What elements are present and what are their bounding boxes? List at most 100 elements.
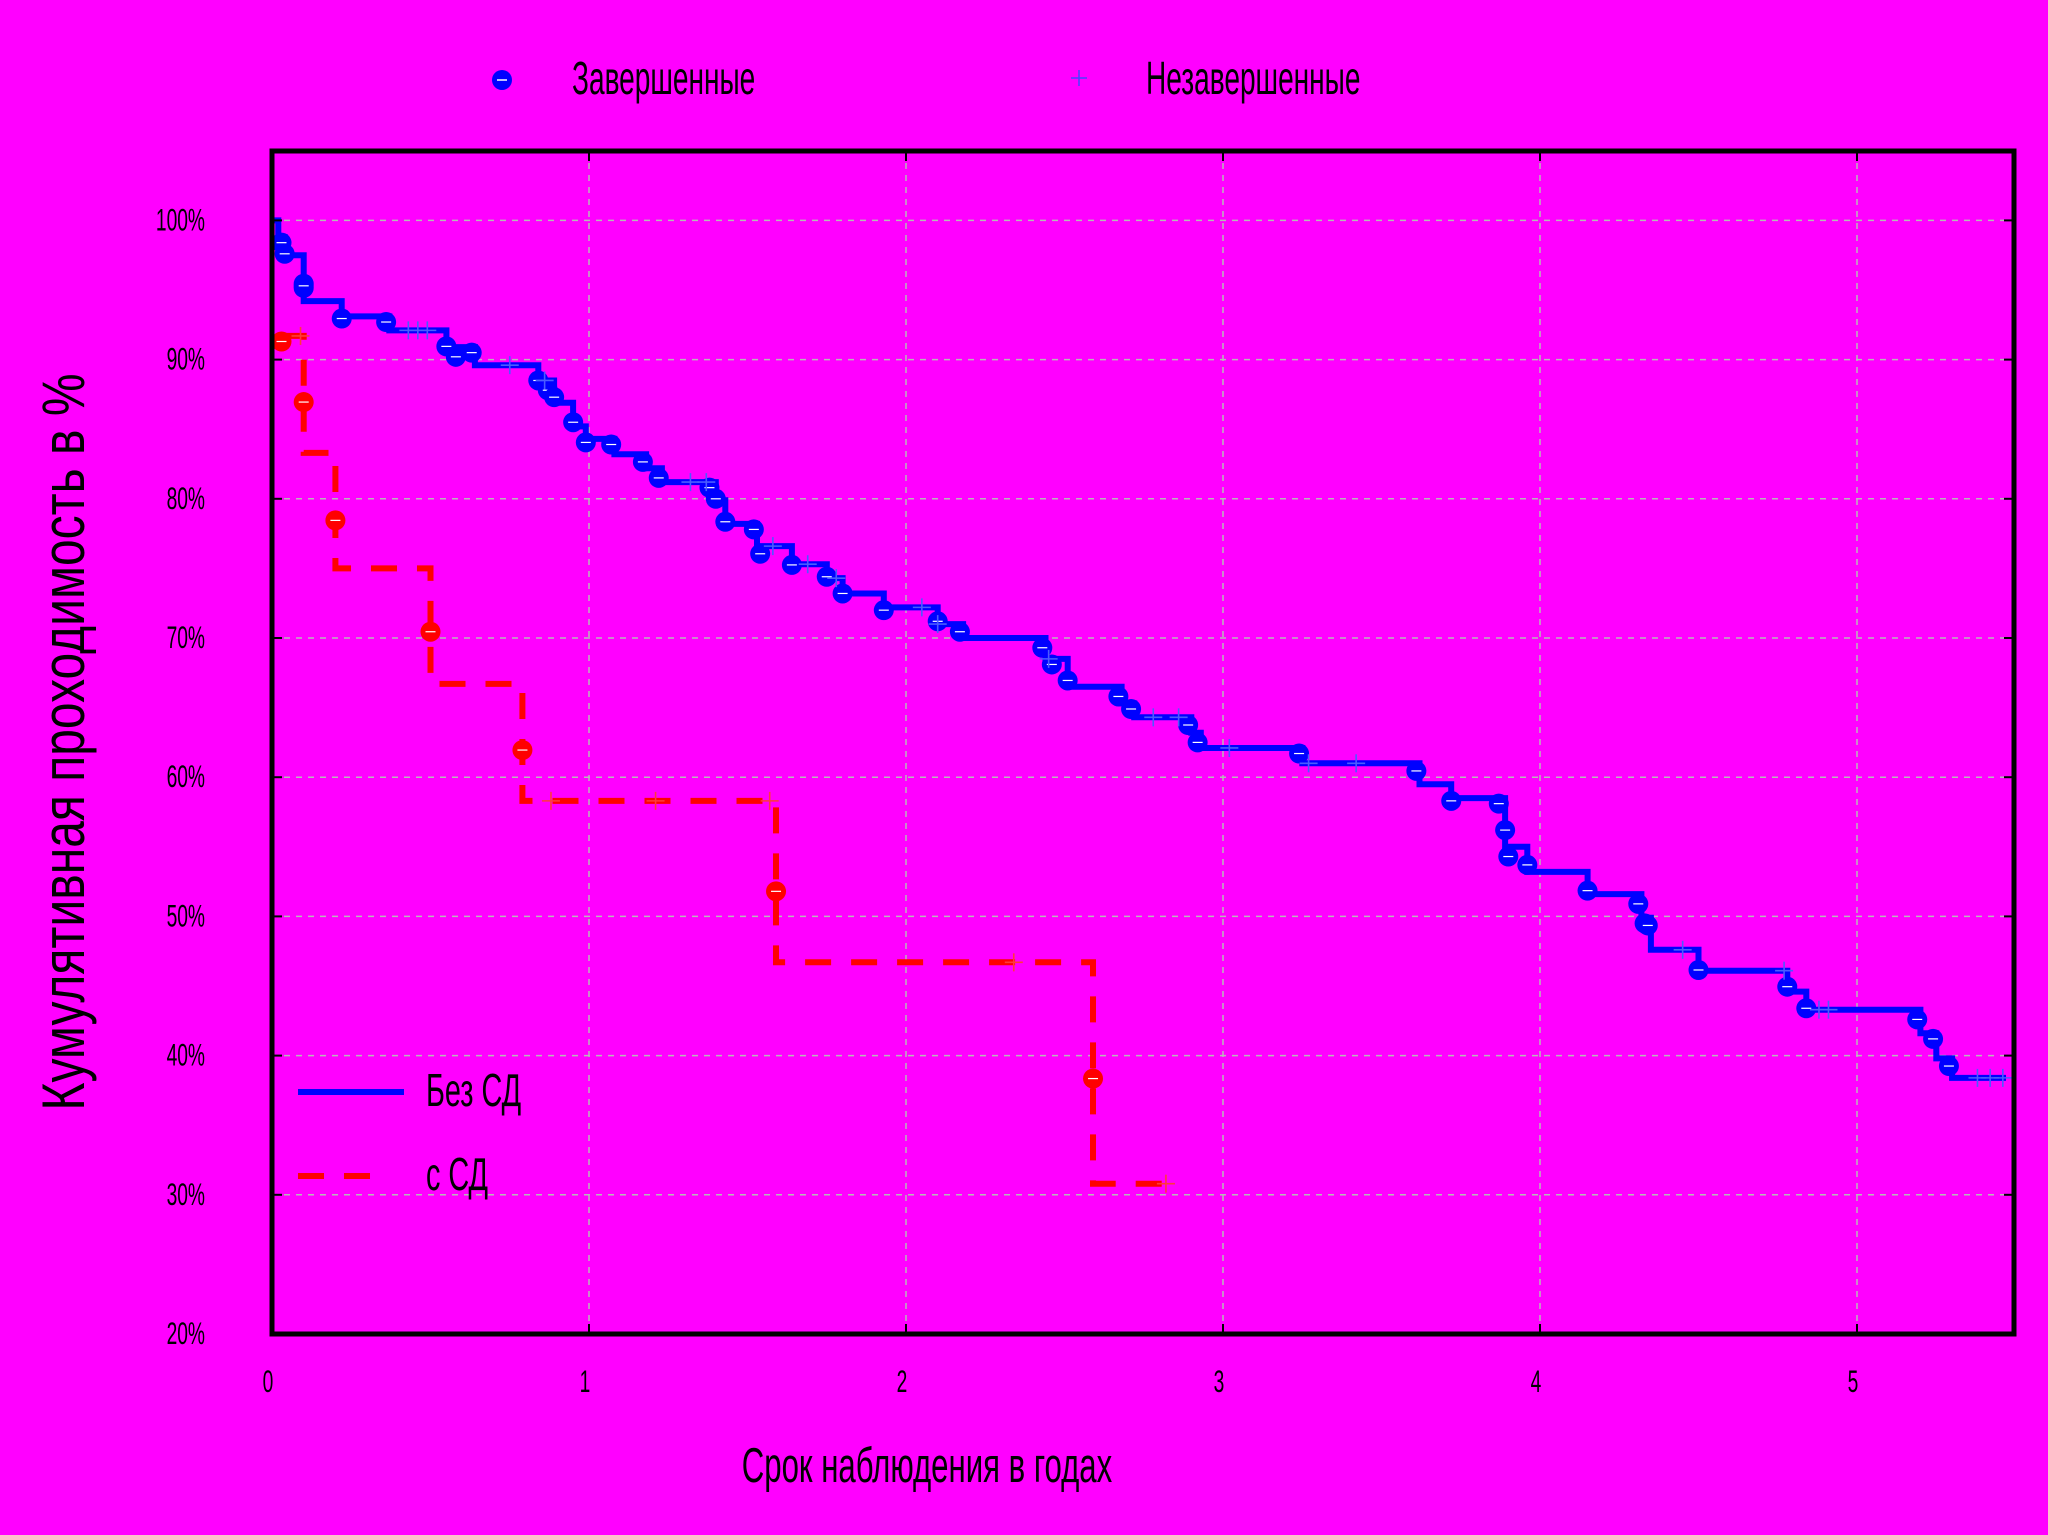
line-legend: Без СД с СД — [298, 1065, 521, 1201]
censored-marker — [1673, 940, 1692, 959]
event-marker — [1796, 998, 1817, 1019]
censored-marker — [827, 569, 846, 588]
censored-marker — [1220, 738, 1239, 757]
censored-marker — [1993, 1068, 2012, 1087]
x-tick-label: 4 — [1531, 1366, 1542, 1400]
event-marker — [1923, 1028, 1944, 1049]
event-marker — [1907, 1009, 1928, 1030]
x-tick-label: 0 — [263, 1366, 274, 1400]
event-marker — [1289, 743, 1310, 764]
event-marker — [376, 312, 397, 333]
censored-marker — [928, 615, 947, 634]
censored-marker — [697, 473, 716, 492]
censored-marker — [798, 555, 817, 574]
event-marker — [1495, 820, 1516, 841]
event-marker — [743, 519, 764, 540]
event-marker — [1628, 893, 1649, 914]
censored-marker — [291, 326, 310, 345]
y-tick-label: 20% — [167, 1318, 205, 1352]
event-marker — [949, 621, 970, 642]
censored-marker — [1004, 953, 1023, 972]
x-tick-label: 1 — [580, 1366, 591, 1400]
censored-marker — [1819, 1000, 1838, 1019]
event-marker — [1178, 715, 1199, 735]
x-tick-label: 5 — [1848, 1366, 1859, 1400]
event-marker — [293, 275, 314, 296]
event-marker — [1406, 760, 1427, 781]
event-marker — [1108, 686, 1129, 707]
event-marker — [461, 342, 482, 363]
censored-marker — [1347, 754, 1366, 773]
y-tick-label: 60% — [167, 761, 205, 795]
y-tick-label: 30% — [167, 1178, 205, 1212]
event-marker — [271, 331, 292, 352]
event-marker — [1121, 698, 1142, 719]
x-tick-label: 2 — [897, 1366, 908, 1400]
event-marker — [766, 881, 787, 902]
censored-marker — [760, 791, 779, 810]
censored-legend-label: Незавершенные — [1146, 53, 1360, 105]
event-marker — [274, 243, 295, 264]
event-marker — [445, 346, 466, 367]
event-marker — [632, 451, 653, 472]
y-axis-title: Кумулятивная проходимость в % — [30, 374, 97, 1111]
event-marker — [1441, 790, 1462, 811]
y-tick-label: 100% — [156, 204, 205, 238]
event-marker — [1041, 654, 1062, 675]
event-marker — [832, 583, 853, 604]
event-marker — [575, 432, 596, 453]
event-marker — [544, 387, 565, 408]
completed-marker-sample — [492, 70, 512, 90]
event-marker — [512, 740, 533, 761]
event-marker — [293, 392, 314, 413]
event-marker — [1637, 915, 1658, 936]
censored-marker — [1299, 754, 1318, 773]
event-marker — [750, 543, 771, 564]
completed-legend-label: Завершенные — [572, 53, 755, 105]
event-marker — [563, 412, 584, 433]
event-marker — [420, 621, 441, 642]
y-tick-label: 50% — [167, 900, 205, 934]
grid — [272, 151, 2014, 1334]
x-axis-title: Срок наблюдения в годах — [742, 1438, 1113, 1493]
event-marker — [781, 554, 802, 575]
event-marker — [325, 510, 346, 531]
event-marker — [1498, 846, 1519, 867]
y-tick-label: 70% — [167, 622, 205, 656]
series-lines — [272, 217, 2006, 1187]
axis-ticks: 20% 30% 40% 50% 60% 70% 80% 90% 100% 0 1 2 3 4 5 — [156, 151, 2014, 1399]
censored-marker — [1039, 649, 1058, 668]
censored-marker — [418, 321, 437, 340]
marker-legend: Завершенные Незавершенные — [492, 53, 1360, 105]
censored-marker — [500, 356, 519, 375]
event-marker — [1517, 854, 1538, 875]
event-marker — [705, 488, 726, 509]
event-marker — [816, 566, 837, 587]
event-marker — [1577, 880, 1598, 901]
censored-marker — [646, 791, 665, 810]
legend-entry-1: Без СД — [426, 1065, 521, 1117]
y-tick-label: 40% — [167, 1039, 205, 1073]
series-line-2 — [281, 332, 1170, 1187]
event-marker — [1057, 670, 1078, 691]
event-marker — [1083, 1068, 1104, 1089]
censored-marker — [1169, 708, 1188, 727]
y-tick-label: 80% — [167, 482, 205, 516]
legend-entry-2: с СД — [426, 1149, 488, 1201]
censored-marker — [763, 537, 782, 556]
event-marker — [1938, 1056, 1959, 1077]
y-tick-label: 90% — [167, 343, 205, 377]
event-marker — [331, 308, 352, 329]
event-marker — [1688, 959, 1709, 980]
censored-marker — [541, 791, 560, 810]
event-marker — [715, 511, 736, 532]
event-marker — [1187, 732, 1208, 753]
event-marker — [648, 467, 669, 488]
event-marker — [873, 600, 894, 621]
series-line-1 — [272, 217, 2006, 1081]
data-markers — [271, 232, 2012, 1193]
censored-marker — [535, 371, 554, 390]
censored-marker — [1156, 1174, 1175, 1193]
censored-marker — [912, 598, 931, 617]
plot-frame — [269, 148, 2017, 1337]
